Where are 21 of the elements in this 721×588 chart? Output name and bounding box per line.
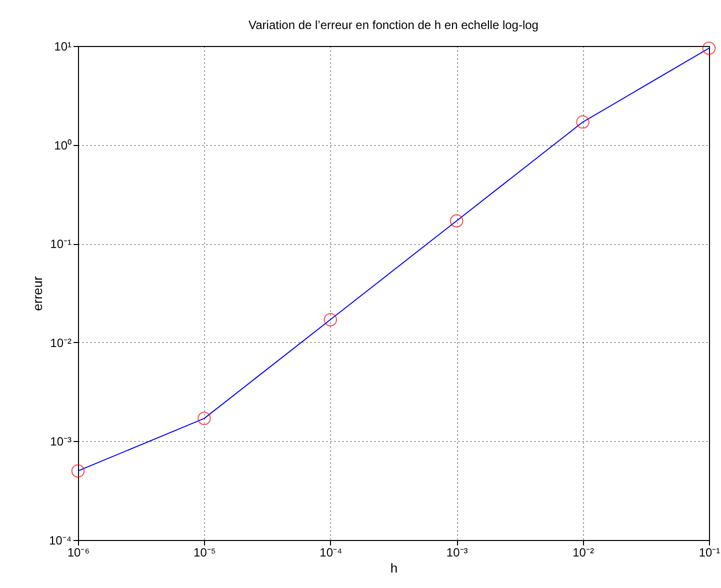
x-tick-label: 10⁻¹: [698, 546, 720, 560]
x-tick-label: 10⁻⁵: [194, 546, 216, 560]
y-tick-label: 10⁰: [54, 138, 72, 152]
point: [71, 464, 85, 478]
y-tick-label: 10¹: [54, 40, 72, 54]
point: [576, 115, 590, 129]
chart-title: Variation de l’erreur en fonction de h en echelle log-log: [248, 18, 538, 32]
y-tick-label: 10⁻³: [50, 434, 72, 449]
point: [450, 214, 464, 228]
point: [324, 313, 338, 326]
point: [198, 412, 211, 426]
x-tick-label: 10⁻⁶: [67, 546, 90, 560]
y-tick-label: 10⁻¹: [50, 237, 72, 252]
x-tick-label: 10⁻²: [572, 546, 594, 560]
y-axis-title: erreur: [30, 275, 45, 311]
x-tick-label: 10⁻⁴: [320, 546, 342, 560]
point: [702, 42, 716, 55]
x-tick-label: 10⁻³: [446, 546, 468, 560]
y-tick-label: 10⁻²: [50, 336, 72, 350]
y-tick-label: 10⁻⁴: [48, 534, 72, 548]
x-axis-title: h: [390, 560, 398, 576]
